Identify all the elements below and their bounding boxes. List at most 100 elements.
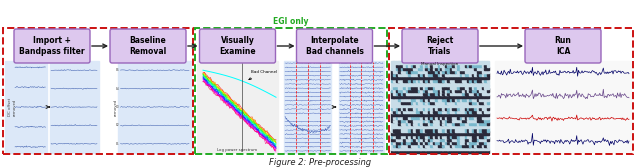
Bar	[467, 91, 470, 95]
Bar	[435, 116, 438, 119]
Bar	[398, 128, 401, 132]
Bar	[438, 73, 440, 76]
Bar	[401, 122, 403, 125]
Bar	[445, 110, 447, 113]
Text: Visually
Examine: Visually Examine	[219, 36, 256, 56]
Bar	[408, 134, 411, 138]
Bar	[396, 88, 399, 92]
Bar	[408, 70, 411, 73]
Bar	[406, 82, 408, 86]
Bar	[445, 88, 447, 92]
Bar	[403, 128, 406, 132]
Bar	[403, 79, 406, 82]
Bar	[415, 125, 418, 129]
Bar	[460, 70, 462, 73]
Bar	[435, 141, 438, 144]
Bar	[430, 76, 433, 79]
Bar	[433, 128, 435, 132]
Bar	[391, 150, 394, 153]
Bar	[401, 95, 403, 98]
Bar	[472, 79, 474, 82]
Bar	[394, 125, 396, 129]
Bar	[398, 64, 401, 67]
Bar	[339, 61, 384, 153]
Bar	[467, 98, 470, 101]
Bar	[413, 144, 416, 147]
Bar	[465, 79, 467, 82]
Bar	[420, 98, 423, 101]
Bar	[408, 73, 411, 76]
Bar	[440, 64, 443, 67]
Bar	[406, 85, 408, 89]
Bar	[474, 61, 477, 64]
Bar	[426, 82, 428, 86]
Bar	[474, 76, 477, 79]
Bar	[465, 73, 467, 76]
Bar	[401, 61, 403, 64]
Bar	[460, 141, 462, 144]
Bar	[398, 131, 401, 135]
Bar	[462, 91, 465, 95]
Bar	[462, 144, 465, 147]
Bar	[418, 116, 420, 119]
Bar	[406, 61, 408, 64]
Bar	[391, 131, 394, 135]
Bar	[457, 64, 460, 67]
Bar	[477, 64, 479, 67]
Bar	[460, 110, 462, 113]
Bar	[406, 88, 408, 92]
Bar	[447, 70, 450, 73]
Bar	[450, 147, 452, 150]
Bar	[420, 147, 423, 150]
Bar	[423, 147, 426, 150]
Bar	[403, 67, 406, 70]
Bar	[467, 79, 470, 82]
Bar	[454, 67, 458, 70]
Bar	[394, 122, 396, 125]
Bar	[465, 125, 467, 129]
Bar	[472, 119, 474, 122]
Bar	[467, 95, 470, 98]
Bar	[396, 98, 399, 101]
Text: Baseline
Removal: Baseline Removal	[129, 36, 166, 56]
Bar	[394, 61, 396, 64]
Bar	[477, 70, 479, 73]
Bar	[426, 64, 428, 67]
Bar	[454, 98, 458, 101]
Bar	[423, 82, 426, 86]
Bar	[440, 82, 443, 86]
Bar	[447, 128, 450, 132]
Bar	[440, 122, 443, 125]
Bar	[415, 73, 418, 76]
Bar	[450, 76, 452, 79]
Bar	[469, 150, 472, 153]
Bar	[454, 128, 458, 132]
Bar	[396, 64, 399, 67]
Bar	[406, 67, 408, 70]
Bar	[454, 101, 458, 104]
Bar	[442, 76, 445, 79]
Bar	[450, 134, 452, 138]
Bar	[479, 79, 482, 82]
Bar	[394, 110, 396, 113]
Bar	[465, 64, 467, 67]
Bar	[406, 79, 408, 82]
Bar	[426, 125, 428, 129]
Bar	[447, 147, 450, 150]
Bar	[426, 79, 428, 82]
Bar	[482, 85, 484, 89]
Bar	[462, 128, 465, 132]
Bar	[460, 88, 462, 92]
Bar	[396, 125, 399, 129]
Bar	[420, 70, 423, 73]
Bar	[445, 70, 447, 73]
Bar	[438, 147, 440, 150]
Bar	[472, 128, 474, 132]
Bar	[440, 91, 443, 95]
Bar	[430, 119, 433, 122]
Bar	[450, 110, 452, 113]
Bar	[430, 101, 433, 104]
Bar	[474, 131, 477, 135]
Bar	[454, 110, 458, 113]
Bar	[426, 122, 428, 125]
